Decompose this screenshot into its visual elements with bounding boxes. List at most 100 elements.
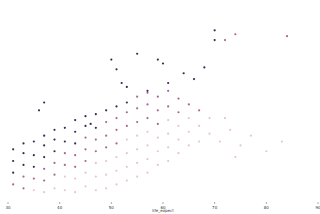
- point: [84, 125, 86, 127]
- point: [167, 82, 169, 84]
- point: [12, 160, 14, 162]
- point: [53, 129, 55, 131]
- points: [12, 29, 288, 193]
- point: [177, 125, 179, 127]
- point: [22, 152, 24, 154]
- point: [53, 174, 55, 176]
- point: [208, 133, 210, 135]
- point: [74, 191, 76, 193]
- point: [33, 166, 35, 168]
- point: [281, 140, 283, 142]
- point: [105, 187, 107, 189]
- point: [146, 172, 148, 174]
- point: [74, 119, 76, 121]
- point: [115, 117, 117, 119]
- point: [105, 174, 107, 176]
- x-tick-label: 30: [5, 205, 11, 210]
- point: [22, 176, 24, 178]
- point: [157, 59, 159, 61]
- point: [12, 172, 14, 174]
- point: [43, 144, 45, 146]
- x-tick-label: 90: [315, 205, 320, 210]
- point: [115, 105, 117, 107]
- point: [115, 68, 117, 70]
- point: [53, 162, 55, 164]
- point: [146, 117, 148, 119]
- point: [64, 127, 66, 129]
- point: [105, 146, 107, 148]
- point: [146, 92, 148, 94]
- point: [105, 135, 107, 137]
- x-tick-label: 40: [57, 205, 63, 210]
- point: [22, 142, 24, 144]
- point: [53, 138, 55, 140]
- point: [146, 131, 148, 133]
- point: [214, 29, 216, 31]
- point: [126, 101, 128, 103]
- point: [224, 39, 226, 41]
- point: [115, 156, 117, 158]
- point: [84, 172, 86, 174]
- point: [33, 154, 35, 156]
- point: [33, 140, 35, 142]
- point: [162, 62, 164, 64]
- point: [188, 103, 190, 105]
- point: [136, 162, 138, 164]
- point: [177, 111, 179, 113]
- point: [126, 179, 128, 181]
- point: [12, 148, 14, 150]
- point: [115, 129, 117, 131]
- point: [136, 148, 138, 150]
- point: [74, 142, 76, 144]
- point: [126, 138, 128, 140]
- point: [146, 144, 148, 146]
- point: [115, 183, 117, 185]
- point: [188, 144, 190, 146]
- point: [188, 117, 190, 119]
- point: [286, 35, 288, 37]
- point: [95, 113, 97, 115]
- point: [126, 152, 128, 154]
- point: [105, 160, 107, 162]
- point: [74, 154, 76, 156]
- point: [136, 107, 138, 109]
- point: [43, 168, 45, 170]
- point: [234, 33, 236, 35]
- point: [146, 90, 148, 92]
- point: [265, 150, 267, 152]
- point: [250, 135, 252, 137]
- point: [74, 177, 76, 179]
- point: [224, 117, 226, 119]
- point: [136, 53, 138, 55]
- point: [33, 189, 35, 191]
- point: [84, 148, 86, 150]
- point: [146, 158, 148, 160]
- point: [234, 156, 236, 158]
- point: [121, 82, 123, 84]
- point: [126, 166, 128, 168]
- point: [74, 131, 76, 133]
- point: [53, 150, 55, 152]
- point: [157, 137, 159, 139]
- point: [64, 189, 66, 191]
- point: [219, 140, 221, 142]
- point: [43, 135, 45, 137]
- point: [84, 137, 86, 139]
- point: [167, 90, 169, 92]
- point: [95, 138, 97, 140]
- point: [157, 150, 159, 152]
- point: [167, 119, 169, 121]
- point: [33, 177, 35, 179]
- point: [136, 121, 138, 123]
- point: [239, 144, 241, 146]
- point: [110, 59, 112, 61]
- point: [43, 179, 45, 181]
- point: [84, 160, 86, 162]
- point: [95, 150, 97, 152]
- point: [136, 96, 138, 98]
- point: [115, 170, 117, 172]
- point: [53, 187, 55, 189]
- point: [167, 133, 169, 135]
- point: [74, 166, 76, 168]
- point: [95, 176, 97, 178]
